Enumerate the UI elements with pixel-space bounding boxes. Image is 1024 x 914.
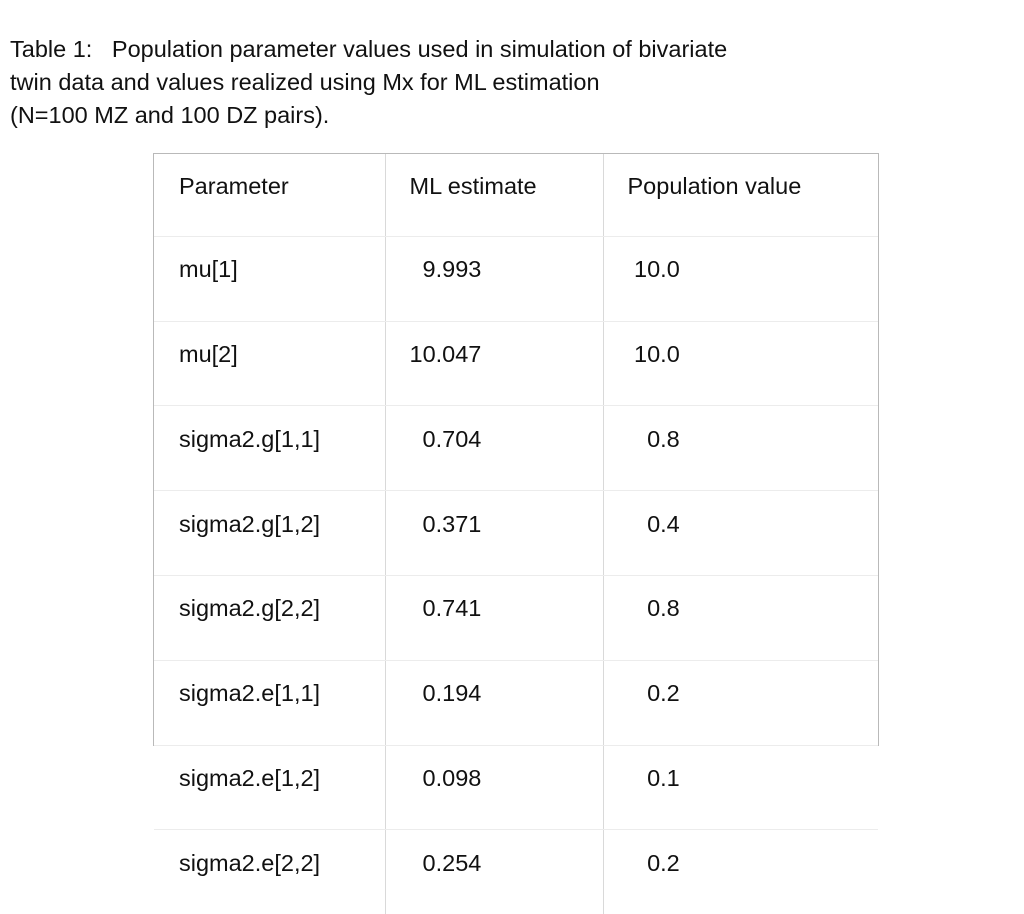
table-row: mu[2] 10.047 10.0: [154, 321, 878, 407]
cell-population-value: 0.1: [603, 745, 878, 831]
cell-ml-estimate: 9.993: [385, 236, 604, 322]
caption-line: Table 1: Population parameter values use…: [10, 36, 728, 62]
table-header-row: Parameter ML estimate Population value: [154, 154, 878, 237]
cell-parameter: mu[1]: [154, 236, 386, 322]
cell-population-value: 0.4: [603, 490, 878, 576]
cell-ml-estimate: 10.047: [385, 321, 604, 407]
cell-parameter: sigma2.e[1,2]: [154, 745, 386, 831]
cell-parameter: mu[2]: [154, 321, 386, 407]
table-row: sigma2.e[1,2] 0.098 0.1: [154, 745, 878, 831]
table-row: sigma2.g[1,2] 0.371 0.4: [154, 490, 878, 576]
cell-population-value: 0.2: [603, 660, 878, 746]
cell-ml-estimate: 0.704: [385, 405, 604, 492]
cell-population-value: 10.0: [603, 236, 878, 322]
parameter-table-grid: Parameter ML estimate Population value m…: [154, 154, 878, 914]
table-row: sigma2.g[1,1] 0.704 0.8: [154, 405, 878, 492]
cell-ml-estimate: 0.741: [385, 575, 604, 661]
caption-line: (N=100 MZ and 100 DZ pairs).: [10, 102, 330, 128]
parameter-table: Parameter ML estimate Population value m…: [153, 153, 879, 914]
table-row: mu[1] 9.993 10.0: [154, 236, 878, 322]
cell-population-value: 0.8: [603, 405, 878, 492]
cell-ml-estimate: 0.254: [385, 829, 604, 914]
header-ml-estimate: ML estimate: [385, 154, 604, 237]
header-parameter: Parameter: [154, 154, 386, 237]
cell-population-value: 0.2: [627, 849, 680, 876]
cell-parameter: sigma2.e[1,1]: [154, 660, 386, 746]
cell-parameter: sigma2.g[1,2]: [154, 490, 386, 576]
cell-ml-estimate: 0.371: [385, 490, 604, 576]
cell-population-value: 0.8: [603, 575, 878, 661]
table-row: sigma2.e[1,1] 0.194 0.2: [154, 660, 878, 746]
cell-ml-estimate: 0.098: [385, 745, 604, 831]
cell-parameter: sigma2.g[2,2]: [154, 575, 386, 661]
cell-ml-estimate: 0.194: [385, 660, 604, 746]
caption-line: twin data and values realized using Mx f…: [10, 69, 600, 95]
table-caption: Table 1: Population parameter values use…: [10, 33, 1010, 132]
table-row: sigma2.e[2,2] 0.254 0.2: [154, 829, 878, 914]
table-row: sigma2.g[2,2] 0.741 0.8: [154, 575, 878, 661]
cell-parameter: sigma2.e[2,2]: [154, 829, 386, 914]
cell-population-value: 10.0: [603, 321, 878, 407]
cell-parameter: sigma2.g[1,1]: [154, 405, 386, 492]
header-population-value: Population value: [603, 154, 878, 237]
